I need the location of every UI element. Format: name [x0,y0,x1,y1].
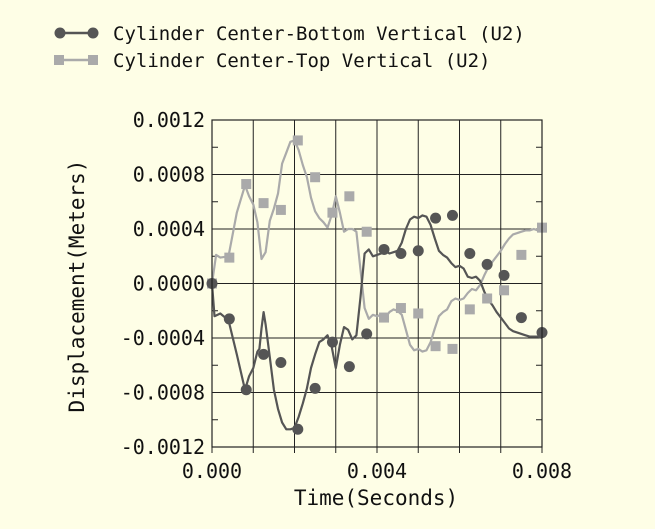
data-point-bottom [395,248,407,260]
x-tick-label: 0.008 [512,459,572,483]
data-point-top [430,341,441,352]
plot-border [211,119,543,448]
legend-circle-marker-icon [87,27,99,39]
data-point-top [292,135,303,146]
legend-entry-bottom: Cylinder Center-Bottom Vertical (U2) [54,23,525,45]
y-axis-label: Displacement(Meters) [65,160,89,413]
data-point-top [482,293,493,304]
y-tick-label: 0.0008 [133,163,205,187]
data-point-top [258,198,269,209]
axis-ticks: 0.0012 0.0008 0.0004 0.0000 -0.0004 -0.0008 -0… [121,108,572,483]
data-point-bottom [361,328,373,340]
data-point-bottom [430,212,442,224]
data-point-top [516,249,527,260]
data-point-bottom [515,312,527,324]
data-point-bottom [275,357,287,369]
data-point-bottom [223,313,235,325]
legend-circle-marker-icon [54,27,66,39]
legend-entry-top: Cylinder Center-Top Vertical (U2) [54,50,491,72]
data-point-bottom [412,245,424,257]
plot-grid [211,119,543,448]
data-point-top [464,304,475,315]
data-point-bottom [378,243,390,255]
data-point-top [224,252,235,263]
y-tick-label: 0.0000 [133,272,205,296]
data-point-bottom [326,336,338,348]
data-point-top [327,207,338,218]
legend-square-marker-icon [54,55,64,65]
plot-frame [211,119,543,448]
y-tick-label: -0.0004 [121,326,205,350]
x-tick-label: 0.004 [347,459,407,483]
data-point-top [310,172,321,183]
legend-label-top: Cylinder Center-Top Vertical (U2) [113,50,491,72]
x-axis-label: Time(Seconds) [294,486,458,510]
data-point-bottom [498,269,510,281]
x-tick-label: 0.000 [182,459,242,483]
y-tick-label: 0.0012 [133,108,205,132]
data-point-top [275,204,286,215]
data-point-bottom [292,423,304,435]
data-point-top [344,191,355,202]
data-point-top [447,343,458,354]
data-point-top [499,285,510,296]
chart-legend: Cylinder Center-Bottom Vertical (U2) Cyl… [54,23,525,72]
legend-label-bottom: Cylinder Center-Bottom Vertical (U2) [113,23,525,45]
y-tick-label: -0.0012 [121,435,205,459]
data-point-top [379,312,390,323]
data-point-bottom [446,209,458,221]
data-point-top [241,179,252,190]
data-point-top [395,303,406,314]
data-point-bottom [481,258,493,270]
data-point-top [361,226,372,237]
data-point-bottom [343,361,355,373]
data-point-bottom [258,348,270,360]
data-point-top [413,308,424,319]
y-tick-label: -0.0008 [121,381,205,405]
data-point-bottom [240,384,252,396]
data-point-bottom [464,248,476,260]
data-point-bottom [309,382,321,394]
legend-square-marker-icon [88,55,98,65]
y-tick-label: 0.0004 [133,217,205,241]
